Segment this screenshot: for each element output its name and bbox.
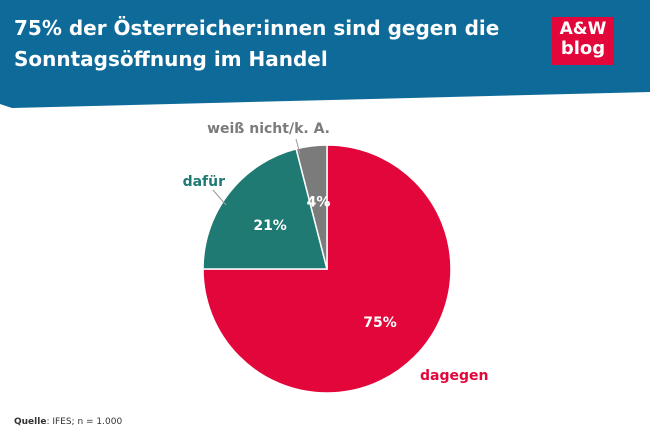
pie-category-label-dafur: dafür [183,174,226,190]
pie-slice-weiss-nicht-k-a [295,144,328,270]
leader-line-dafur [212,189,227,206]
aw-blog-logo: A&W blog [552,19,614,59]
pie-value-label-dagegen: 75% [363,315,397,331]
page-title: 75% der Österreicher:innen sind gegen di… [14,16,500,71]
pie-slice-dafur [202,147,328,270]
source-text: : IFES; n = 1.000 [46,417,123,427]
logo-line1: A&W [559,19,607,39]
leader-line-weiss-nicht-k-a [295,138,301,155]
logo-line2: blog [560,38,606,59]
source-label: Quelle [14,417,47,427]
pie-category-label-weiss-nicht-k-a: weiß nicht/k. A. [207,121,330,137]
pie-value-label-dafur: 21% [253,218,287,234]
source-note: Quelle: IFES; n = 1.000 [14,417,122,427]
pie-category-label-dagegen: dagegen [420,368,488,384]
header-banner [0,0,650,108]
pie-value-label-weiss-nicht-k-a: 4% [307,195,331,211]
